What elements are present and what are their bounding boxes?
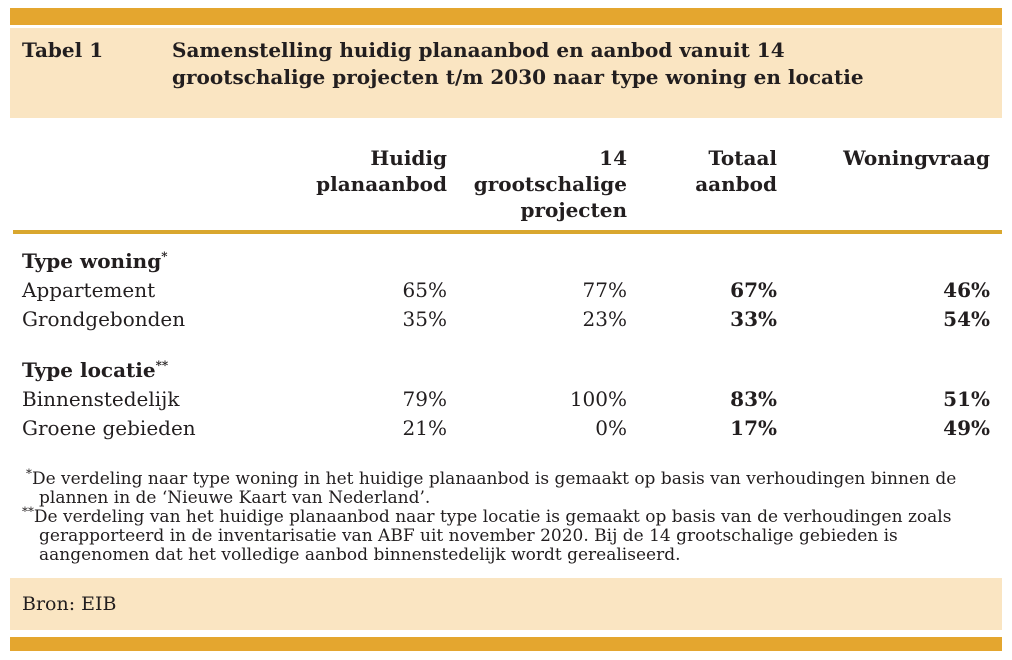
header-divider-rule <box>13 230 1002 234</box>
value-totaal-aanbod: 67% <box>730 278 777 302</box>
value-woningvraag: 54% <box>943 307 990 331</box>
footnote-1-marker: * <box>26 466 32 481</box>
section-label: Type woning* <box>22 249 168 273</box>
table-row-binnenstedelijk: Binnenstedelijk 79% 100% 83% 51% <box>10 385 1002 414</box>
value-huidig-planaanbod: 65% <box>402 278 447 302</box>
footnote-marker: ** <box>155 358 169 373</box>
value-totaal-aanbod: 17% <box>730 416 777 440</box>
value-totaal-aanbod: 83% <box>730 387 777 411</box>
row-label: Grondgebonden <box>22 307 186 331</box>
source-text: Bron: EIB <box>22 593 117 615</box>
value-14-projecten: 77% <box>582 278 627 302</box>
footnote-marker: * <box>161 249 168 264</box>
bottom-accent-bar <box>10 637 1002 651</box>
value-14-projecten: 100% <box>569 387 627 411</box>
footnote-2-text: De verdeling van het huidige planaanbod … <box>33 507 952 565</box>
value-huidig-planaanbod: 35% <box>402 307 447 331</box>
row-label: Appartement <box>22 278 156 302</box>
value-14-projecten: 0% <box>595 416 627 440</box>
value-14-projecten: 23% <box>582 307 627 331</box>
footnote-1-text: De verdeling naar type woning in het hui… <box>31 469 957 508</box>
source-block: Bron: EIB <box>10 578 1002 630</box>
column-header-totaal-aanbod: Totaal aanbod <box>695 146 777 196</box>
column-header-14-grootschalige-projecten: 14 grootschalige projecten <box>473 146 627 222</box>
table-body: Type woning* Appartement 65% 77% 67% 46%… <box>10 247 1002 443</box>
column-header-huidig-planaanbod: Huidig planaanbod <box>316 146 447 196</box>
row-label: Binnenstedelijk <box>22 387 180 411</box>
footnote-1: *De verdeling naar type woning in het hu… <box>10 467 994 508</box>
value-woningvraag: 46% <box>943 278 990 302</box>
footnote-2-marker: ** <box>22 504 34 519</box>
column-header-row: Huidig planaanbod 14 grootschalige proje… <box>10 145 1002 230</box>
table-title: Samenstelling huidig planaanbod en aanbo… <box>172 38 864 89</box>
footnotes-block: *De verdeling naar type woning in het hu… <box>10 467 994 565</box>
section-row-type-woning: Type woning* <box>10 247 1002 276</box>
value-woningvraag: 49% <box>943 416 990 440</box>
footnote-2: **De verdeling van het huidige planaanbo… <box>10 505 994 565</box>
table-row-grondgebonden: Grondgebonden 35% 23% 33% 54% <box>10 305 1002 334</box>
value-totaal-aanbod: 33% <box>730 307 777 331</box>
section-label: Type locatie** <box>22 358 169 382</box>
table-row-groene-gebieden: Groene gebieden 21% 0% 17% 49% <box>10 414 1002 443</box>
top-accent-bar <box>10 8 1002 25</box>
table-caption-block: Tabel 1 Samenstelling huidig planaanbod … <box>10 28 1002 118</box>
value-woningvraag: 51% <box>943 387 990 411</box>
table-row-appartement: Appartement 65% 77% 67% 46% <box>10 276 1002 305</box>
section-row-type-locatie: Type locatie** <box>10 356 1002 385</box>
value-huidig-planaanbod: 21% <box>402 416 447 440</box>
value-huidig-planaanbod: 79% <box>402 387 447 411</box>
table-number-label: Tabel 1 <box>22 38 104 62</box>
column-header-woningvraag: Woningvraag <box>843 146 990 170</box>
row-label: Groene gebieden <box>22 416 196 440</box>
